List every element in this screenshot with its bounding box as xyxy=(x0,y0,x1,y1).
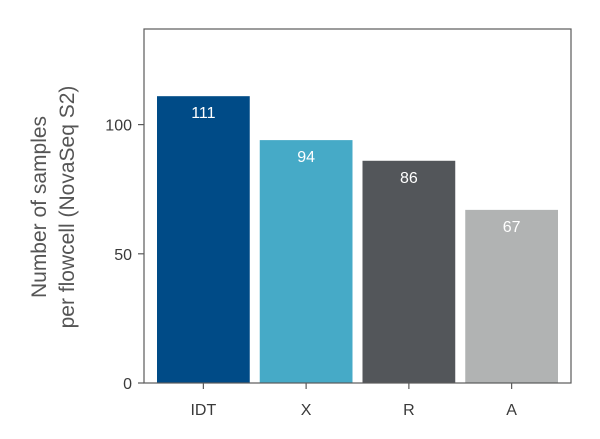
x-tick-label-x: X xyxy=(301,402,312,419)
bar-a xyxy=(465,209,558,383)
bar-value-label-a: 67 xyxy=(503,219,521,236)
bar-value-label-r: 86 xyxy=(400,170,418,187)
y-tick-label-50: 50 xyxy=(114,247,132,264)
bar-value-label-x: 94 xyxy=(297,149,315,166)
plot-frame xyxy=(143,28,572,384)
y-axis-title-line-1: Number of samples xyxy=(28,116,51,298)
bar-idt xyxy=(157,96,250,383)
bar-r xyxy=(362,160,456,383)
y-axis-title-line-2: per flowcell (NovaSeq S2) xyxy=(56,86,79,329)
bar-value-label-idt: 111 xyxy=(191,105,215,122)
y-tick-label-0: 0 xyxy=(123,376,132,393)
y-tick-label-100: 100 xyxy=(105,118,132,135)
bar-x xyxy=(259,140,353,383)
x-tick-label-r: R xyxy=(403,402,415,419)
x-tick-label-idt: IDT xyxy=(190,402,216,419)
x-tick-label-a: A xyxy=(506,402,517,419)
